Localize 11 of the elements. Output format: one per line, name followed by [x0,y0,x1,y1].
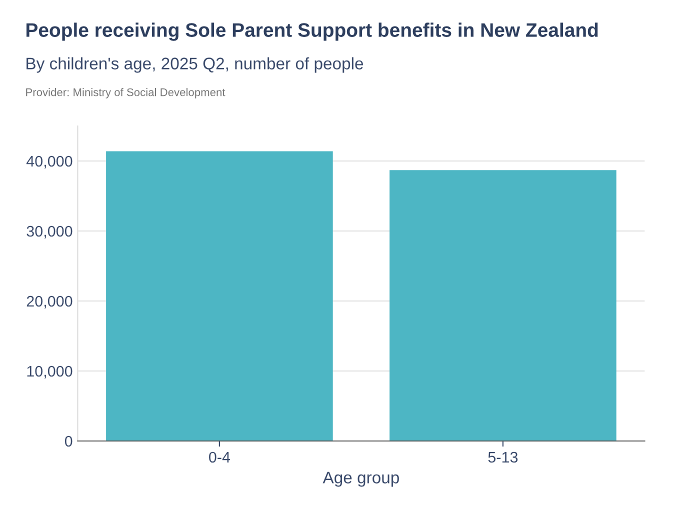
chart-subtitle: By children's age, 2025 Q2, number of people [26,57,364,73]
x-tick-label: 0-4 [209,452,230,463]
text: Provider: Ministry of Social Development [26,88,226,98]
y-tick-label: 30,000 [26,226,72,238]
y-tick-label: 40,000 [26,156,72,168]
x-axis-title: Age group [322,472,399,487]
y-tick-label: 0 [64,436,72,447]
y-tick-label: 10,000 [27,366,72,378]
y-tick-label: 20,000 [26,296,72,308]
chart-title: People receiving Sole Parent Support benefits in New Zealand [26,22,598,41]
x-tick-label: 5-13 [488,452,518,463]
